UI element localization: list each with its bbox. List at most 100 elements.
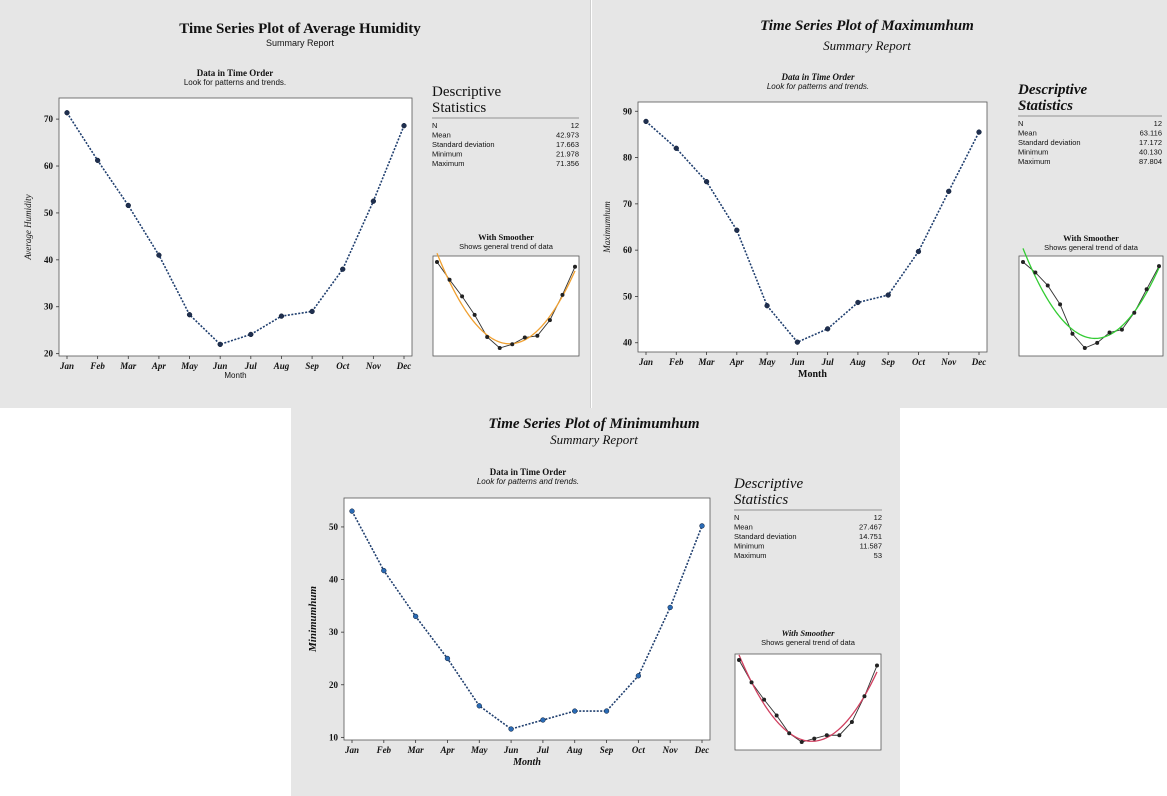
stats-label: Minimum [1018,148,1048,157]
x-tick-label: Aug [566,745,583,755]
smoother-subtitle: Shows general trend of data [459,242,554,251]
y-tick-label: 40 [329,575,339,585]
data-point [381,567,387,574]
chart-title: Time Series Plot of Minimumhum [488,416,699,432]
data-point [125,202,131,209]
x-tick-label: May [758,357,777,367]
data-point [340,266,346,272]
y-tick-label: 60 [44,161,54,171]
chart-subtitle: Summary Report [823,38,911,53]
plot-area [637,101,988,353]
y-tick-label: 30 [44,302,54,312]
smoother-trend-line [436,253,576,345]
smoother-plot-area [432,255,580,357]
data-point [667,604,673,611]
chart-title: Time Series Plot of Maximumhum [760,18,974,34]
x-tick-label: Jun [789,357,805,367]
data-point [572,708,578,714]
stats-label: Mean [1018,129,1037,138]
x-tick-label: Jan [59,361,74,371]
plot-heading: Data in Time Order [781,72,855,82]
y-axis-label: Minimumhum [307,586,319,653]
stats-label: Maximum [1018,157,1051,166]
smoother-data-point [547,318,552,323]
x-tick-label: Apr [729,357,745,367]
data-point [540,717,546,723]
x-tick-label: Aug [273,361,290,371]
stats-label: Standard deviation [432,140,495,149]
smoother-data-point [1070,331,1075,336]
smoother-data-point [737,658,741,662]
x-axis-label: Month [512,757,541,768]
stats-label: Mean [734,523,753,532]
x-tick-label: Jun [212,361,228,371]
x-tick-label: Mar [407,745,425,755]
smoother-data-point [1107,330,1112,335]
y-axis-label: Average Humidity [23,194,33,260]
series-line [351,510,703,730]
smoother-data-point [875,663,879,668]
smoother-data-point [1119,327,1124,332]
data-point [699,523,705,529]
x-tick-label: Feb [668,357,684,367]
stats-title-line1: Descriptive [432,84,501,100]
x-tick-label: Oct [632,745,645,755]
x-tick-label: Aug [849,357,866,367]
stats-value: 87.804 [1139,157,1162,166]
stats-value: 11.587 [860,542,882,551]
stats-value: 12 [874,513,882,522]
data-point [885,292,891,298]
y-tick-label: 50 [623,291,633,301]
stats-title-line1: Descriptive [1017,82,1087,98]
y-tick-label: 20 [329,680,339,690]
smoother-data-point [762,697,767,702]
y-tick-label: 60 [623,245,633,255]
smoother-data-point [1095,340,1100,345]
stats-label: Minimum [734,542,764,551]
smoother-title: With Smoother [782,628,836,638]
smoother-data-point [799,740,804,744]
y-tick-label: 20 [44,349,54,359]
smoother-data-point [460,294,465,299]
y-tick-label: 10 [329,732,339,742]
x-tick-label: Sep [600,745,614,755]
x-tick-label: Mar [698,357,716,367]
x-axis-label: Month [224,371,246,380]
stats-value: 27.467 [859,523,882,532]
x-tick-label: Jan [638,357,653,367]
y-tick-label: 40 [623,338,633,348]
smoother-data-point [1157,264,1161,269]
x-tick-label: Oct [336,361,349,371]
data-point [278,313,285,319]
data-point [734,227,740,233]
maximumhum-summary-panel: Time Series Plot of Maximumhum Summary Re… [592,0,1167,408]
data-point [444,655,451,662]
data-point [349,508,355,514]
stats-value: 12 [571,121,579,130]
chart-subtitle: Summary Report [550,432,638,447]
smoother-data-line [738,659,878,743]
smoother-data-point [447,277,452,282]
stats-value: 63.116 [1140,129,1162,138]
plot-heading: Data in Time Order [197,68,273,78]
smoother-plot-area [734,653,882,751]
x-tick-label: Apr [151,361,167,371]
smoother-data-point [1058,302,1063,307]
plot-area [343,497,711,741]
minimumhum-summary-panel: Time Series Plot of Minimumhum Summary Re… [291,408,900,796]
stats-label: Standard deviation [1018,138,1081,147]
data-point [915,248,922,255]
smoother-data-point [435,260,439,264]
data-point [946,188,952,195]
chart-subtitle: Summary Report [266,38,335,48]
plot-area [58,97,413,357]
smoother-data-point [849,719,854,724]
series-line [66,112,405,346]
smoother-data-point [573,264,577,269]
stats-title-line1: Descriptive [733,476,803,492]
stats-label: Maximum [432,159,465,168]
data-point [370,198,377,204]
smoother-data-point [1082,346,1087,350]
data-point [94,157,101,164]
